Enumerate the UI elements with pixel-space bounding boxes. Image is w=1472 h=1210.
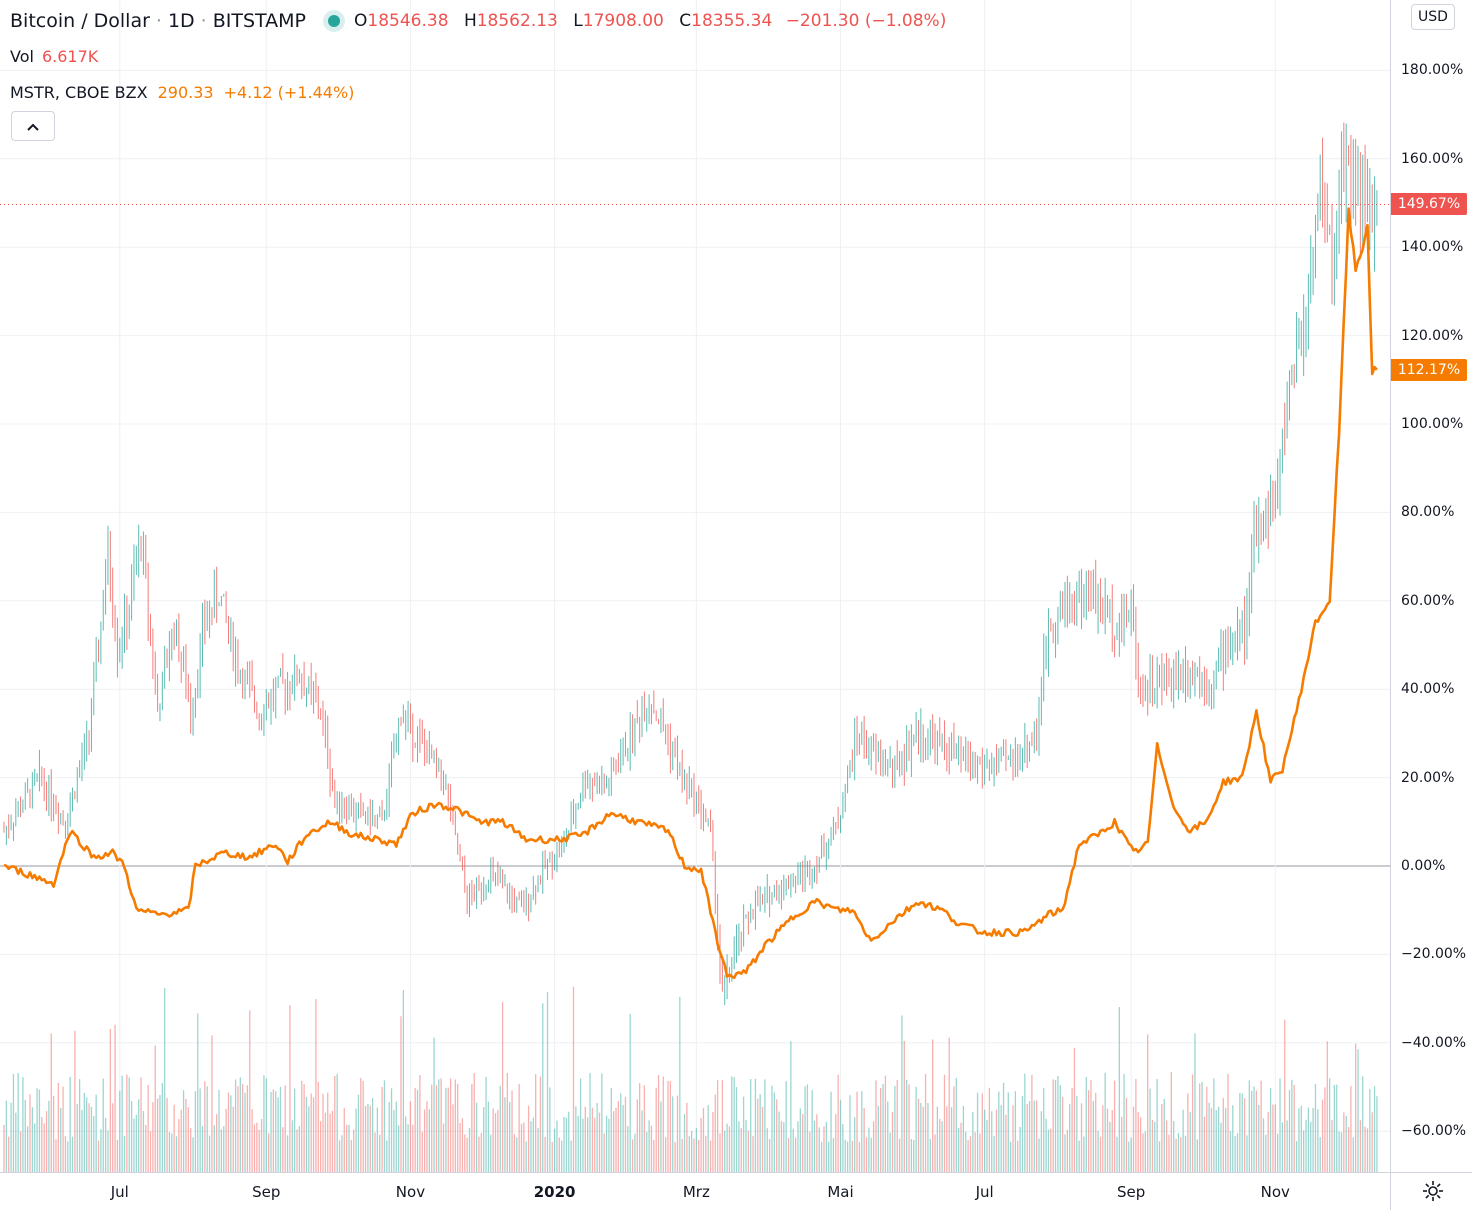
volume-bars xyxy=(3,986,1378,1172)
close-key: C xyxy=(679,11,692,31)
compare-change: +4.12 (+1.44%) xyxy=(223,82,355,102)
x-tick-label: Sep xyxy=(252,1183,281,1201)
y-tick-label: 60.00% xyxy=(1401,592,1455,609)
mstr-line-path xyxy=(3,207,1378,980)
y-tick-label: −60.00% xyxy=(1401,1123,1467,1140)
chart-legend: Bitcoin / Dollar · 1D · BITSTAMP O18546.… xyxy=(10,4,946,110)
x-tick-label: Jul xyxy=(975,1183,994,1201)
btc-candles xyxy=(3,122,1378,1006)
compare-symbol[interactable]: MSTR, CBOE BZX xyxy=(10,82,148,102)
ohlc-values: O18546.38 H18562.13 L17908.00 C18355.34 … xyxy=(354,11,946,31)
y-tick-label: 120.00% xyxy=(1401,327,1464,344)
low-value: 17908.00 xyxy=(582,11,664,31)
y-tick-label: 100.00% xyxy=(1401,416,1464,432)
legend-collapse-button[interactable] xyxy=(11,111,55,141)
gear-icon[interactable] xyxy=(1421,1179,1445,1203)
market-open-dot-icon xyxy=(328,15,341,27)
y-tick-label: 0.00% xyxy=(1401,858,1446,874)
open-key: O xyxy=(354,11,368,31)
open-value: 18546.38 xyxy=(367,11,449,31)
interval-label[interactable]: 1D xyxy=(167,10,195,32)
legend-compare-row[interactable]: MSTR, CBOE BZX 290.33 +4.12 (+1.44%) xyxy=(10,74,946,110)
currency-button[interactable]: USD xyxy=(1411,4,1455,30)
y-tick-label: −20.00% xyxy=(1401,946,1467,963)
y-tick-label: 20.00% xyxy=(1401,769,1455,786)
chevron-up-icon xyxy=(27,123,39,131)
symbol-title[interactable]: Bitcoin / Dollar xyxy=(10,10,150,32)
y-tick-label: 160.00% xyxy=(1401,150,1464,167)
x-tick-label: Jul xyxy=(110,1183,129,1201)
x-tick-label: Nov xyxy=(1260,1183,1290,1201)
legend-main-row[interactable]: Bitcoin / Dollar · 1D · BITSTAMP O18546.… xyxy=(10,4,946,38)
y-tick-label: 40.00% xyxy=(1401,681,1455,698)
legend-separator: · xyxy=(155,10,162,32)
mstr-compare-line xyxy=(3,207,1378,980)
x-tick-label: Nov xyxy=(395,1183,426,1201)
x-tick-label: Sep xyxy=(1117,1183,1146,1201)
y-tick-label: 80.00% xyxy=(1401,504,1455,521)
x-tick-label: Mai xyxy=(827,1183,854,1201)
grid-lines xyxy=(0,0,1390,1172)
legend-separator: · xyxy=(200,10,207,32)
low-key: L xyxy=(573,11,583,31)
compare-price: 290.33 xyxy=(157,82,214,102)
close-value: 18355.34 xyxy=(691,11,773,31)
chart-pane[interactable]: Bitcoin / Dollar · 1D · BITSTAMP O18546.… xyxy=(0,0,1390,1172)
time-axis[interactable]: Jul Sep Nov 2020 Mrz Mai Jul Sep Nov xyxy=(0,1172,1390,1210)
x-tick-label: Mrz xyxy=(682,1183,710,1201)
volume-value: 6.617K xyxy=(41,46,99,66)
high-value: 18562.13 xyxy=(476,11,558,31)
chart-settings-corner[interactable] xyxy=(1390,1172,1472,1210)
y-tick-label: 140.00% xyxy=(1401,239,1464,256)
mstr-last-price-badge: 112.17% xyxy=(1391,359,1467,382)
change-value: −201.30 (−1.08%) xyxy=(785,11,947,31)
btc-last-price-badge: 149.67% xyxy=(1391,193,1467,216)
y-tick-label: −40.00% xyxy=(1401,1034,1467,1051)
x-tick-label: 2020 xyxy=(533,1183,576,1201)
chart-canvas[interactable] xyxy=(0,0,1390,1172)
y-tick-label: 180.00% xyxy=(1401,62,1464,79)
price-axis[interactable]: USD 180.00% 160.00% 140.00% 120.00% 100.00% 8… xyxy=(1390,0,1472,1172)
exchange-label: BITSTAMP xyxy=(212,10,307,32)
legend-volume-row[interactable]: Vol 6.617K xyxy=(10,38,946,74)
high-key: H xyxy=(463,11,477,31)
volume-key: Vol xyxy=(10,46,34,66)
